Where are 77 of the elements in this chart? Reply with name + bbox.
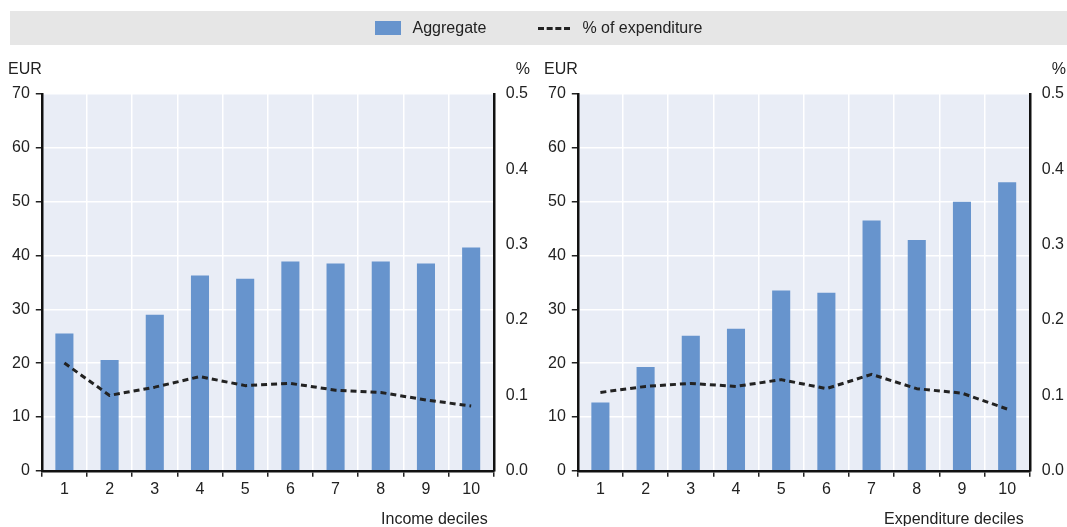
bar: [772, 290, 791, 471]
bar: [281, 261, 300, 471]
x-tick-label: 9: [957, 479, 967, 497]
x-tick-label: 3: [686, 479, 696, 497]
bar: [591, 402, 610, 471]
bar: [998, 182, 1017, 471]
legend-label: Aggregate: [412, 19, 487, 37]
bar: [681, 335, 700, 471]
y-axis-title: EUR: [8, 60, 42, 77]
bar: [462, 247, 481, 471]
y2-tick-label: 0.5: [505, 84, 529, 102]
line-series: [598, 372, 1009, 411]
bar: [100, 359, 119, 471]
y-tick-label: 20: [12, 353, 30, 371]
x-tick-label: 2: [641, 479, 651, 497]
y2-tick-label: 0.4: [505, 159, 529, 177]
bar: [371, 261, 390, 471]
y-tick-label: 30: [548, 299, 566, 317]
bar: [326, 263, 345, 471]
line-series: [62, 361, 473, 408]
y-tick-label: 70: [12, 84, 30, 102]
y2-tick-label: 0.2: [1041, 310, 1065, 328]
x-tick-label: 7: [331, 479, 341, 497]
x-tick-label: 4: [731, 479, 741, 497]
x-tick-label: 6: [821, 479, 831, 497]
y2-tick-label: 0.1: [505, 385, 529, 403]
x-tick-label: 4: [195, 479, 205, 497]
y-tick-label: 70: [548, 84, 566, 102]
y2-tick-label: 0.0: [1041, 461, 1065, 479]
bar: [952, 201, 971, 471]
y2-axis-title: %: [515, 60, 530, 77]
y-tick-label: 50: [548, 192, 566, 210]
y2-tick-label: 0.5: [1041, 84, 1065, 102]
bar: [636, 366, 655, 471]
bar: [190, 275, 210, 471]
y2-tick-label: 0.0: [505, 461, 529, 479]
y-tick-label: 60: [548, 138, 566, 156]
legend-label: % of expenditure: [582, 19, 703, 37]
y2-tick-label: 0.2: [505, 310, 529, 328]
y-tick-label: 20: [548, 353, 566, 371]
x-tick-label: 1: [59, 479, 69, 497]
y-tick-label: 40: [12, 245, 30, 263]
x-tick-label: 5: [240, 479, 250, 497]
y2-tick-label: 0.4: [1041, 159, 1065, 177]
y-axis-title: EUR: [544, 60, 578, 77]
bar: [145, 314, 164, 471]
x-tick-label: 2: [105, 479, 115, 497]
bar: [817, 292, 836, 471]
y2-axis-title: %: [1051, 60, 1066, 77]
x-axis-title: Income deciles: [381, 510, 488, 527]
y-tick-label: 30: [12, 299, 30, 317]
y-tick-label: 40: [548, 245, 566, 263]
y2-tick-label: 0.3: [505, 235, 529, 253]
y-tick-label: 60: [12, 138, 30, 156]
bar: [416, 263, 435, 471]
y-tick-label: 0: [556, 461, 566, 479]
bar: [907, 239, 926, 471]
y2-tick-label: 0.3: [1041, 235, 1065, 253]
x-tick-label: 9: [421, 479, 431, 497]
y2-tick-label: 0.1: [1041, 385, 1065, 403]
x-tick-label: 10: [462, 479, 481, 497]
y-tick-label: 0: [20, 461, 30, 479]
y-tick-label: 10: [12, 407, 30, 425]
bar: [862, 220, 881, 471]
x-tick-label: 8: [912, 479, 922, 497]
x-tick-label: 1: [595, 479, 605, 497]
x-tick-label: 7: [867, 479, 877, 497]
x-tick-label: 5: [776, 479, 786, 497]
x-tick-label: 6: [285, 479, 295, 497]
bar: [726, 328, 746, 471]
x-tick-label: 10: [998, 479, 1017, 497]
y-tick-label: 50: [12, 192, 30, 210]
y-tick-label: 10: [548, 407, 566, 425]
bar: [55, 333, 74, 471]
x-tick-label: 8: [376, 479, 386, 497]
bar: [236, 278, 255, 471]
x-tick-label: 3: [150, 479, 160, 497]
